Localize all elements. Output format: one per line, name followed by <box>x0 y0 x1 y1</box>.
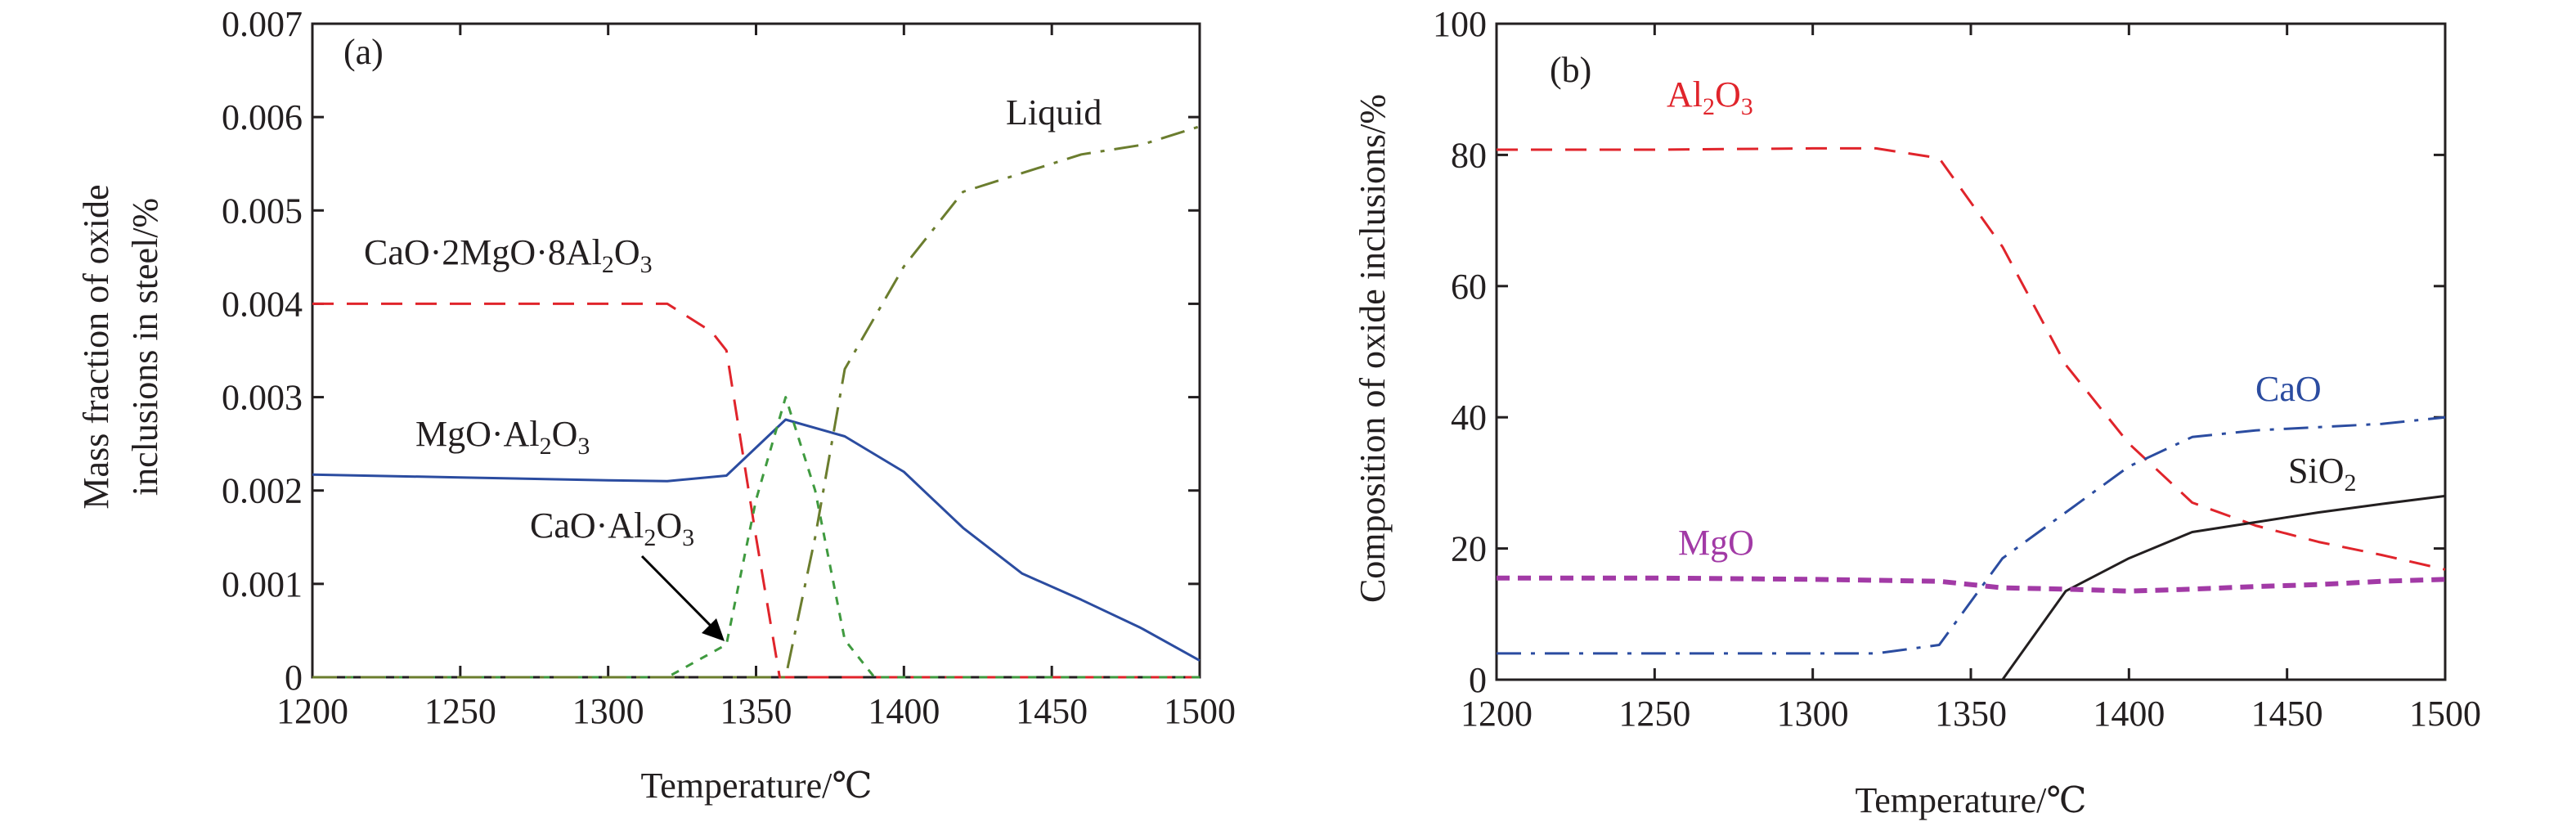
b-series-cao <box>1497 416 2446 655</box>
b-xtick-label: 1250 <box>1618 694 1690 734</box>
b-series-mgo <box>1497 575 2446 594</box>
a-ytick-label: 0.006 <box>222 97 303 137</box>
a-series-cao-al2o3 <box>312 396 1200 679</box>
b-xtick-label: 1300 <box>1777 694 1849 734</box>
a-series-cao-2mgo-8al2o3 <box>312 302 1200 679</box>
a-y-axis-label-line2: inclusions in steel/% <box>125 198 165 496</box>
a-xtick-label: 1400 <box>868 691 940 731</box>
a-series-mgo-al2o3 <box>312 418 1200 662</box>
a-panel-label: (a) <box>343 32 384 72</box>
b-ytick-label: 80 <box>1451 135 1487 175</box>
b-xtick-label: 1500 <box>2409 694 2481 734</box>
a-xtick-label: 1500 <box>1164 691 1236 731</box>
a-annotation-liquid: Liquid <box>1006 92 1102 133</box>
b-ytick-label: 0 <box>1469 660 1487 700</box>
a-xtick-label: 1450 <box>1016 691 1088 731</box>
b-series-lines <box>1497 146 2446 681</box>
b-series-sio2 <box>2001 494 2446 681</box>
a-series-lines <box>312 125 1200 679</box>
a-x-axis-label: Temperature/℃ <box>640 766 872 806</box>
b-xtick-label: 1350 <box>1935 694 2007 734</box>
a-series-liquid <box>312 125 1200 679</box>
a-xtick-label: 1250 <box>424 691 496 731</box>
b-annotation-al2o3: Al2O3 <box>1667 74 1753 120</box>
b-annotation-cao: CaO <box>2255 369 2322 409</box>
a-annotation-mgo-al2o3: MgO·Al2O3 <box>415 414 590 460</box>
b-annotation-mgo: MgO <box>1678 523 1754 563</box>
b-y-axis-label: Composition of oxide inclusions/% <box>1353 94 1393 603</box>
a-xtick-label: 1200 <box>276 691 348 731</box>
b-ytick-label: 100 <box>1433 4 1487 44</box>
a-ytick-label: 0.001 <box>222 564 303 604</box>
a-ytick-label: 0.002 <box>222 471 303 511</box>
a-xtick-label: 1300 <box>572 691 644 731</box>
a-ytick-label: 0.003 <box>222 378 303 418</box>
b-xtick-label: 1450 <box>2251 694 2323 734</box>
b-xtick-label: 1400 <box>2093 694 2165 734</box>
b-annotation-sio2: SiO2 <box>2288 451 2356 496</box>
a-ytick-label: 0 <box>285 658 303 698</box>
a-ytick-label: 0.007 <box>222 4 303 44</box>
b-series-al2o3 <box>1497 146 2446 571</box>
b-tick-labels: 1200 1250 1300 1350 1400 1450 1500 0 20 40 60 80 100 <box>1433 4 2481 734</box>
b-x-axis-label: Temperature/℃ <box>1855 780 2086 820</box>
b-xtick-label: 1200 <box>1461 694 1533 734</box>
a-annotation-arrowhead <box>702 618 725 641</box>
b-plot-frame <box>1495 22 2447 681</box>
b-ytick-label: 20 <box>1451 529 1487 569</box>
a-annotation-cao-al2o3: CaO·Al2O3 <box>530 505 694 551</box>
b-panel-label: (b) <box>1550 50 1591 90</box>
a-ytick-label: 0.004 <box>222 284 303 324</box>
a-ytick-label: 0.005 <box>222 191 303 231</box>
a-tick-labels: 1200 1250 1300 1350 1400 1450 1500 0 0.001 0.002 0… <box>222 4 1236 731</box>
b-ytick-label: 40 <box>1451 398 1487 438</box>
a-xtick-label: 1350 <box>720 691 792 731</box>
a-annotation-ca2mg8al: CaO·2MgO·8Al2O3 <box>364 232 653 278</box>
a-y-axis-label-line1: Mass fraction of oxide <box>76 184 116 509</box>
chart-a: 1200 1250 1300 1350 1400 1450 1500 0 0.001 0.002 0… <box>76 4 1236 806</box>
a-annotation-arrow <box>640 555 715 630</box>
chart-b: 1200 1250 1300 1350 1400 1450 1500 0 20 40 60 80 100… <box>1353 4 2481 820</box>
b-axes-frame <box>1495 22 2447 681</box>
b-ytick-label: 60 <box>1451 267 1487 307</box>
